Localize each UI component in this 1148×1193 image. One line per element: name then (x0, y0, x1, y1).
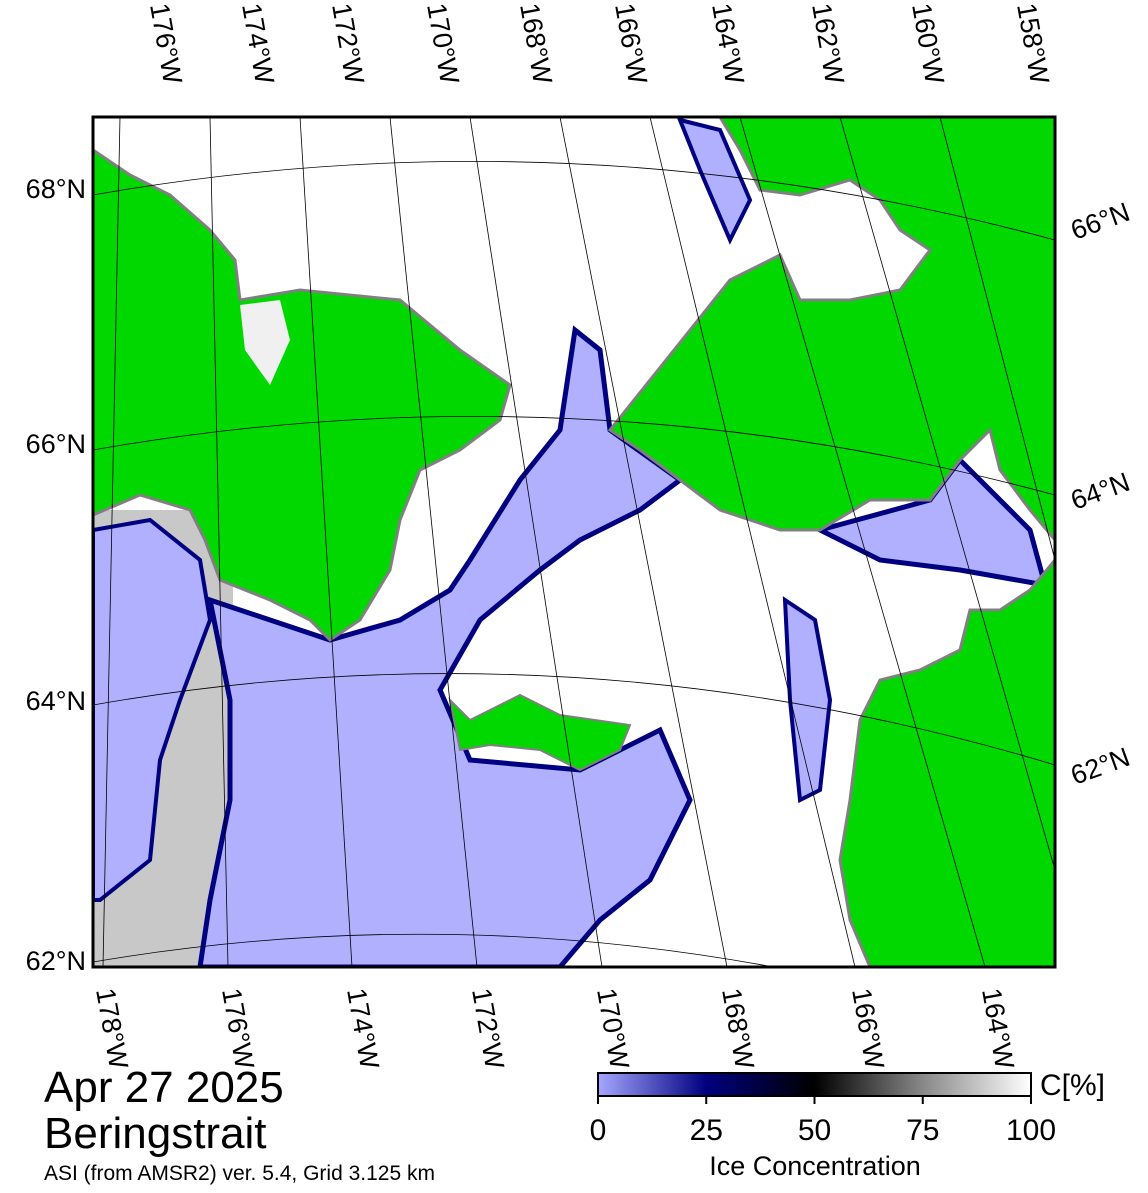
lon-label: 164°W (976, 986, 1020, 1072)
colorbar-tick-label: 50 (798, 1114, 831, 1147)
colorbar-tick-label: 0 (590, 1114, 607, 1147)
map-frame (91, 115, 1057, 969)
colorbar-unit: C[%] (1040, 1069, 1105, 1102)
region: Beringstrait (44, 1109, 267, 1158)
lat-label: 68°N (26, 174, 86, 204)
lon-label: 164°W (706, 1, 750, 87)
lon-label: 176°W (216, 986, 260, 1072)
lon-label: 166°W (846, 986, 890, 1072)
lon-label: 162°W (806, 1, 850, 87)
lon-label: 168°W (716, 986, 760, 1072)
lat-label: 66°N (26, 429, 86, 459)
colorbar-tick-label: 75 (906, 1114, 939, 1147)
colorbar (597, 1072, 1032, 1097)
lat-label: 66°N (1067, 197, 1134, 246)
colorbar-tick-label: 25 (690, 1114, 723, 1147)
map (93, 117, 1055, 967)
lon-label: 174°W (236, 1, 280, 87)
lon-label: 174°W (341, 986, 385, 1072)
colorbar-tick-label: 100 (1006, 1114, 1056, 1147)
source: ASI (from AMSR2) ver. 5.4, Grid 3.125 km (44, 1162, 435, 1185)
lon-label: 172°W (466, 986, 510, 1072)
lon-label: 166°W (609, 1, 653, 87)
lon-label: 178°W (90, 986, 134, 1072)
lat-label: 64°N (26, 686, 86, 716)
lat-label: 64°N (1067, 467, 1134, 516)
lon-label: 170°W (421, 1, 465, 87)
lon-label: 170°W (591, 986, 635, 1072)
lon-label: 176°W (144, 1, 188, 87)
lon-label: 160°W (906, 1, 950, 87)
colorbar-label: Ice Concentration (709, 1151, 921, 1181)
date: Apr 27 2025 (44, 1063, 284, 1112)
lon-label: 172°W (326, 1, 370, 87)
lon-label: 168°W (514, 1, 558, 87)
lon-label: 158°W (1011, 1, 1055, 87)
lat-label: 62°N (1067, 742, 1134, 791)
lat-label: 62°N (26, 946, 86, 976)
